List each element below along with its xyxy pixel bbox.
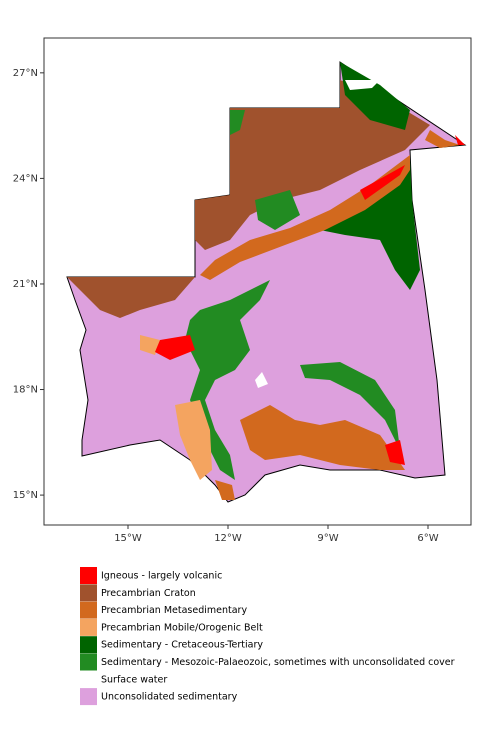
legend-swatch [80,601,97,619]
legend-swatch [80,653,97,671]
y-tick-label: 21°N [13,279,38,290]
craton-region [195,80,430,250]
metased-south [215,405,405,500]
legend-label: Igneous - largely volcanic [101,571,222,582]
legend-label: Unconsolidated sedimentary [101,692,238,703]
sedimentary-ne [320,62,420,290]
y-tick-label: 15°N [13,490,38,501]
craton-west [67,277,195,318]
map [66,61,467,503]
legend-swatch [80,618,97,636]
x-tick-label: 6°W [417,533,438,544]
legend-swatch [80,670,97,688]
x-tick-label: 9°W [317,533,338,544]
legend: Igneous - largely volcanic Precambrian Cr… [80,567,455,706]
y-tick-label: 24°N [13,173,38,184]
legend-swatch [80,688,97,706]
legend-label: Precambrian Craton [101,588,196,599]
legend-label: Precambrian Mobile/Orogenic Belt [101,622,263,633]
legend-label: Precambrian Metasedimentary [101,605,247,616]
y-tick-label: 18°N [13,385,38,396]
legend-swatch [80,567,97,584]
legend-swatch [80,584,97,602]
legend-label: Sedimentary - Mesozoic-Palaeozoic, somet… [101,657,455,668]
meso-green-center [185,110,400,480]
x-tick-label: 15°W [114,533,142,544]
legend-label: Surface water [101,674,167,685]
x-tick-label: 12°W [214,533,242,544]
plot-frame [43,37,472,526]
y-tick-label: 27°N [13,68,38,79]
legend-label: Sedimentary - Cretaceous-Tertiary [101,640,263,651]
axes: 15°W 12°W 9°W 6°W 15°N 18°N 21°N 24°N 27°N [13,68,439,544]
metased-band [200,130,460,280]
mobile-belt [140,335,212,480]
legend-swatch [80,636,97,654]
